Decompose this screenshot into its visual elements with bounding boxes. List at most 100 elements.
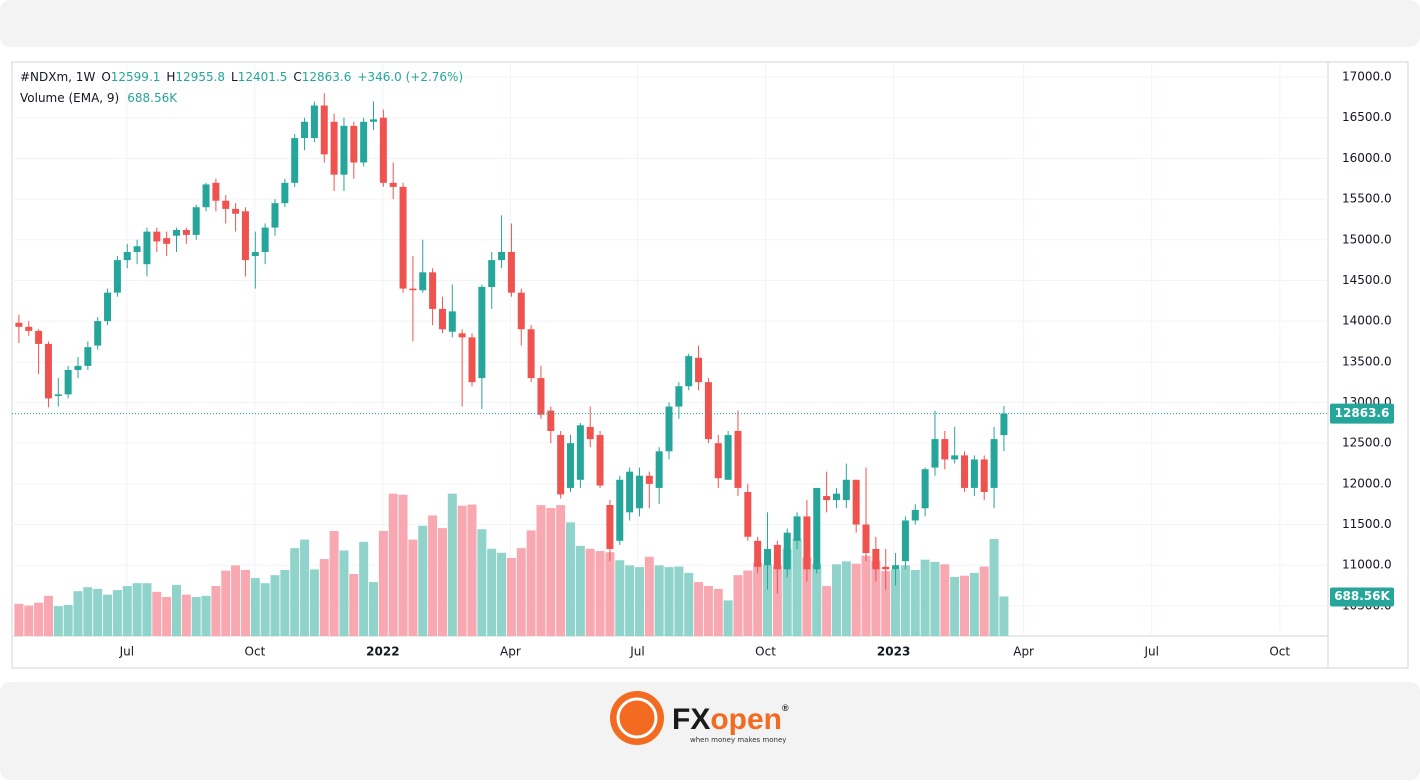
volume-bar	[73, 591, 83, 636]
volume-legend: 688.56K	[127, 91, 178, 105]
candle-body	[498, 251, 506, 261]
candle-body	[793, 516, 801, 541]
x-tick-label: Jul	[1143, 645, 1158, 659]
x-tick-label: 2022	[366, 645, 399, 659]
volume-bar	[674, 566, 684, 636]
volume-tag	[1330, 587, 1394, 607]
volume-bar	[644, 556, 654, 636]
candle-body	[990, 439, 998, 488]
footer-band	[0, 682, 1420, 780]
volume-bar	[516, 548, 526, 636]
volume-bar	[388, 493, 398, 636]
x-tick-label: Oct	[245, 645, 266, 659]
volume-bar	[556, 505, 566, 636]
candle-body	[547, 410, 555, 431]
candle-body	[872, 548, 880, 570]
logo: FXopen® when money makes money	[610, 691, 789, 745]
volume-bar	[24, 605, 34, 636]
volume-bar	[930, 561, 940, 636]
candle-body	[862, 524, 870, 554]
volume-bar	[270, 575, 280, 636]
candle-body	[911, 509, 919, 521]
volume-bar	[575, 545, 585, 636]
volume-bar	[93, 588, 103, 636]
candle-body	[517, 292, 525, 330]
brand-left: FX	[672, 703, 710, 736]
candle-body	[379, 117, 387, 183]
candle-body	[192, 207, 200, 235]
candle-body	[734, 430, 742, 488]
volume-bar	[43, 595, 53, 636]
candle-body	[773, 544, 781, 570]
candle-body	[980, 459, 988, 492]
volume-bar	[319, 559, 329, 636]
volume-bar	[467, 504, 477, 636]
candle-body	[370, 119, 378, 122]
volume-bar	[605, 552, 615, 636]
volume-bar	[664, 567, 674, 636]
ohlc-key: L	[231, 70, 238, 84]
header: #NDXm, 1W O12599.1 H12955.8 L12401.5 C12863.…	[20, 70, 463, 84]
candle-body	[655, 451, 663, 488]
candle-body	[596, 435, 604, 486]
volume-bar	[546, 507, 556, 636]
candle-body	[202, 184, 210, 208]
ohlc-key: O	[101, 70, 110, 84]
volume-bar	[34, 602, 44, 636]
tagline: when money makes money	[690, 736, 786, 744]
candle-body	[882, 566, 890, 570]
candle-body	[813, 487, 821, 570]
volume-bar	[14, 603, 24, 636]
last-price-tag	[1330, 403, 1394, 424]
candle-body	[507, 251, 515, 293]
x-tick-label: Apr	[500, 645, 521, 659]
volume-bar	[359, 541, 369, 636]
candle-body	[714, 443, 722, 479]
volume-bar	[999, 596, 1009, 636]
volume-bar	[566, 522, 576, 636]
candle-body	[970, 459, 978, 488]
candle-body	[173, 230, 180, 236]
volume-bar	[349, 574, 359, 636]
candle-body	[212, 182, 220, 201]
y-tick-label: 12500.0	[1342, 436, 1392, 450]
volume-bar	[201, 595, 211, 636]
candle-body	[143, 231, 151, 265]
volume-bar	[63, 605, 73, 636]
candle-body	[892, 565, 900, 570]
volume-bar	[625, 565, 635, 636]
x-tick-label: 2023	[877, 645, 910, 659]
volume-bar	[634, 567, 644, 636]
candle-body	[764, 548, 772, 566]
volume-header: Volume (EMA, 9) 688.56K	[20, 91, 178, 105]
candle-body	[389, 182, 397, 187]
volume-bar	[891, 569, 901, 636]
volume-bar	[536, 505, 546, 636]
candle-body	[222, 200, 230, 209]
volume-bars	[14, 493, 1009, 636]
volume-bar	[792, 538, 802, 636]
volume-bar	[506, 557, 516, 636]
candle-body	[842, 479, 850, 501]
brand-right: open	[710, 703, 782, 736]
volume-bar	[408, 539, 418, 636]
volume-bar	[940, 564, 950, 636]
volume-bar	[851, 563, 861, 636]
candle-body	[468, 337, 476, 383]
ohlc: O12599.1 H12955.8 L12401.5 C12863.6	[101, 70, 351, 84]
volume-bar	[231, 565, 241, 636]
volume-bar	[910, 569, 920, 636]
axes: 10500.011000.011500.012000.012500.013000…	[12, 70, 1394, 659]
candle-body	[113, 260, 121, 293]
candle-body	[704, 382, 712, 440]
volume-bar	[812, 563, 822, 636]
volume-bar	[53, 606, 63, 636]
candle-body	[724, 435, 732, 480]
volume-bar	[733, 575, 743, 636]
volume-bar	[487, 548, 497, 636]
volume-bar	[723, 600, 733, 636]
y-tick-label: 17000.0	[1342, 70, 1392, 84]
candle-body	[104, 292, 112, 322]
candle-body	[241, 211, 249, 261]
